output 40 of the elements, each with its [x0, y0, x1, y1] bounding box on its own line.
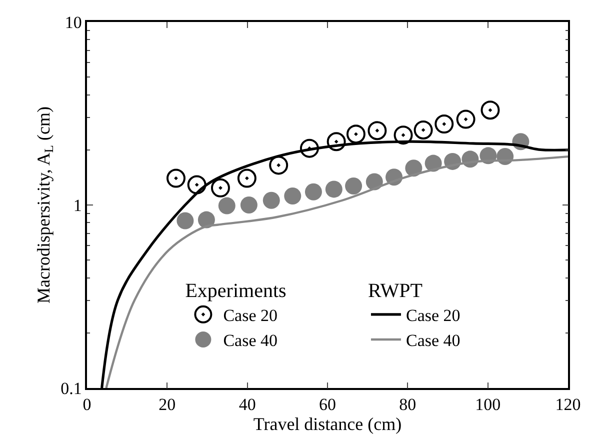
- x-tick-label: 40: [238, 395, 256, 414]
- x-tick-label: 100: [475, 395, 501, 414]
- point: [304, 183, 322, 200]
- x-tick-label: 80: [399, 395, 416, 414]
- x-axis-title: Travel distance (cm): [253, 414, 402, 434]
- y-tick-label: 10: [64, 12, 82, 32]
- point: [414, 120, 433, 140]
- legend-label: Case 40: [223, 331, 278, 350]
- point: [210, 178, 230, 198]
- point: [166, 168, 186, 188]
- point: [240, 196, 258, 214]
- point: [237, 168, 256, 188]
- x-tick-label: 60: [319, 395, 336, 414]
- point: [269, 156, 288, 175]
- y-tick-label: 1: [73, 196, 82, 215]
- point: [346, 124, 366, 144]
- annotation: Experiments: [185, 280, 286, 302]
- point: [394, 126, 413, 145]
- point: [262, 192, 280, 209]
- annotation: RWPT: [368, 280, 422, 302]
- point: [368, 121, 387, 140]
- point: [345, 178, 362, 194]
- point: [434, 114, 454, 134]
- point: [326, 132, 346, 152]
- point: [176, 212, 194, 230]
- point: [456, 110, 476, 129]
- point: [284, 187, 302, 204]
- point: [300, 138, 319, 158]
- point: [480, 100, 500, 120]
- point: [187, 175, 206, 194]
- legend-label: Case 20: [223, 306, 278, 326]
- legend-label: Case 20: [406, 306, 460, 326]
- legend-label: Case 40: [406, 331, 460, 350]
- y-tick-label: 0.1: [60, 378, 82, 398]
- x-tick-label: 0: [82, 395, 92, 414]
- x-tick-label: 20: [158, 395, 176, 414]
- point: [325, 180, 342, 198]
- x-tick-label: 120: [555, 395, 581, 414]
- point: [198, 211, 215, 228]
- point: [218, 197, 236, 214]
